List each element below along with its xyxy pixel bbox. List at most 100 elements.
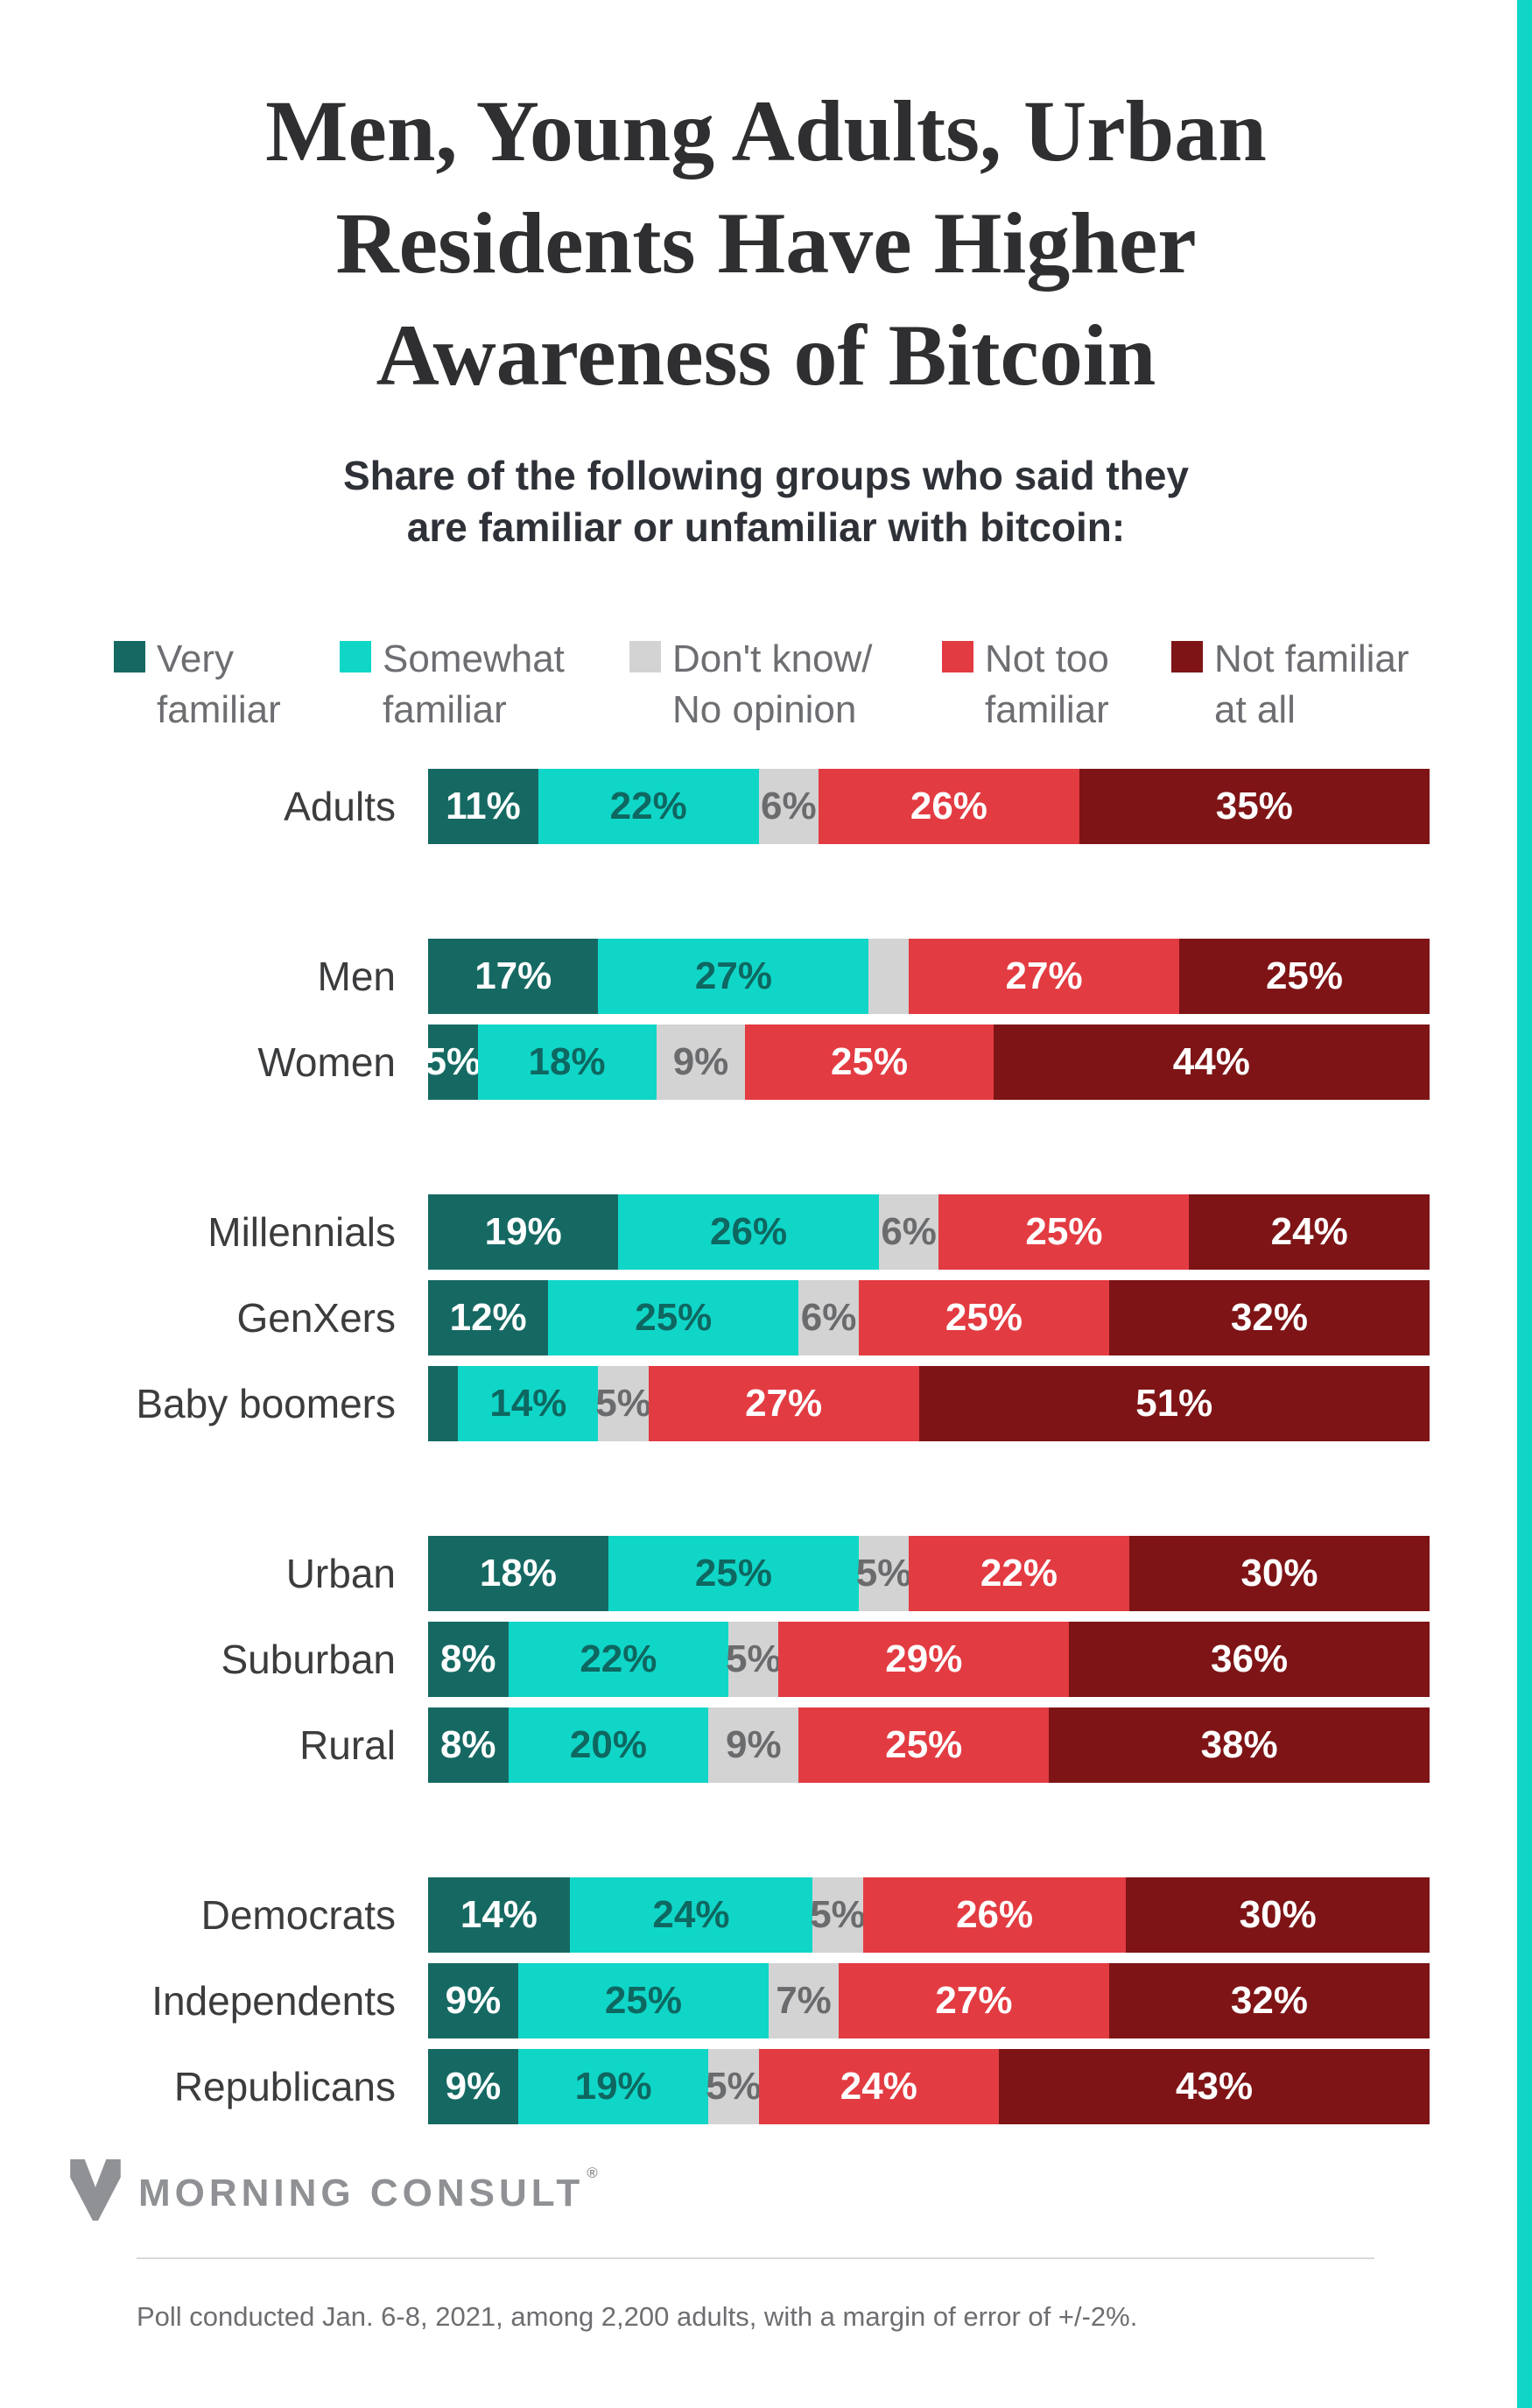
category-label-democrats: Democrats [200, 1891, 396, 1938]
category-label-women: Women [257, 1039, 396, 1085]
legend-swatch-don-t-know-no-opinion [629, 640, 661, 672]
bar-segment-somewhat-familiar: 22% [508, 1621, 729, 1697]
category-label-suburban: Suburban [221, 1636, 397, 1682]
bar-row-republicans: Republicans 9% 19% 5% 24% 43% [0, 2048, 1532, 2124]
bar-row-suburban: Suburban 8% 22% 5% 29% 36% [0, 1621, 1532, 1697]
bar-group-0: Adults 11% 22% 6% 26% 35% [0, 768, 1532, 844]
bar-segment-not-familiar-at-all: 30% [1126, 1876, 1430, 1953]
bar-segment-not-too-familiar: 25% [745, 1024, 994, 1100]
category-label-men: Men [317, 953, 396, 999]
footer-divider [137, 2257, 1374, 2259]
category-label-millennials: Millennials [207, 1208, 396, 1255]
bar-segment-not-familiar-at-all: 35% [1079, 768, 1430, 844]
bar-segment-not-too-familiar: 25% [858, 1279, 1109, 1355]
bar-segment-somewhat-familiar: 18% [477, 1024, 657, 1100]
chart-subtitle: Share of the following groups who said t… [342, 453, 1190, 550]
bar-segment-not-too-familiar: 25% [938, 1193, 1190, 1270]
legend-label: Very familiar [157, 637, 281, 731]
bar-group-2: Millennials 19% 26% 6% 25% 24% GenXers 12% 25% 6%… [0, 1193, 1532, 1441]
bar-segment-don-t-know-no-opinion: 5% [856, 1535, 911, 1611]
bar-segment-very-familiar: 9% [428, 1962, 518, 2038]
legend: Very familiar Somewhat familiar Don't know… [114, 634, 1532, 736]
accent-border [1517, 0, 1532, 2408]
bar-segment-not-familiar-at-all: 44% [993, 1024, 1430, 1100]
category-label-independents: Independents [151, 1977, 396, 2024]
bar-segment-somewhat-familiar: 26% [618, 1193, 879, 1270]
bar-segment-very-familiar: 8% [428, 1621, 509, 1697]
stacked-bar-adults: 11% 22% 6% 26% 35% [428, 768, 1430, 844]
legend-label: Don't know/ No opinion [672, 637, 873, 731]
bar-row-baby-boomers: Baby boomers 14% 5% 27% 51% [0, 1365, 1532, 1441]
bar-segment-somewhat-familiar: 25% [517, 1962, 769, 2038]
bar-segment-not-familiar-at-all: 51% [918, 1365, 1430, 1441]
bar-segment-not-familiar-at-all: 38% [1049, 1707, 1430, 1783]
bar-segment-very-familiar: 9% [428, 2048, 518, 2124]
bar-segment-don-t-know-no-opinion: 5% [595, 1365, 651, 1441]
category-label-republicans: Republicans [173, 2063, 396, 2109]
bar-segment-not-too-familiar: 27% [839, 1962, 1109, 2038]
stacked-bar-republicans: 9% 19% 5% 24% 43% [428, 2048, 1430, 2124]
bar-segment-not-too-familiar: 29% [778, 1621, 1070, 1697]
bar-segment-very-familiar: 5% [425, 1024, 481, 1100]
stacked-bar-urban: 18% 25% 5% 22% 30% [428, 1535, 1430, 1611]
bar-row-genxers: GenXers 12% 25% 6% 25% 32% [0, 1279, 1532, 1355]
bar-segment-not-too-familiar: 26% [862, 1876, 1127, 1953]
stacked-bar-baby-boomers: 14% 5% 27% 51% [428, 1365, 1430, 1441]
bar-segment-very-familiar: 18% [428, 1535, 608, 1611]
bar-segment-don-t-know-no-opinion: 5% [810, 1876, 866, 1953]
bar-group-4: Democrats 14% 24% 5% 26% 30% Independents 9% 25%… [0, 1876, 1532, 2124]
bar-segment-not-familiar-at-all: 25% [1179, 938, 1430, 1014]
bar-segment-don-t-know-no-opinion [868, 938, 910, 1014]
footnote: Poll conducted Jan. 6-8, 2021, among 2,2… [137, 2300, 1138, 2332]
bar-row-rural: Rural 8% 20% 9% 25% 38% [0, 1707, 1532, 1783]
bar-row-independents: Independents 9% 25% 7% 27% 32% [0, 1962, 1532, 2038]
bar-segment-somewhat-familiar: 19% [517, 2048, 709, 2124]
chart: Adults 11% 22% 6% 26% 35% Men 17% 27% 27% 25% Women… [0, 768, 1532, 2124]
bar-segment-very-familiar: 11% [428, 768, 538, 844]
stacked-bar-independents: 9% 25% 7% 27% 32% [428, 1962, 1430, 2038]
legend-item-very-familiar: Very familiar [114, 634, 340, 736]
bar-segment-very-familiar: 17% [428, 938, 599, 1014]
bar-segment-not-familiar-at-all: 32% [1108, 1962, 1430, 2038]
legend-item-not-too-familiar: Not too familiar [942, 634, 1171, 736]
bar-group-1: Men 17% 27% 27% 25% Women 5% 18% 9% 25% 44% [0, 938, 1532, 1100]
legend-label: Not too familiar [985, 637, 1109, 731]
bar-segment-not-too-familiar: 22% [909, 1535, 1129, 1611]
bar-segment-not-too-familiar: 27% [909, 938, 1179, 1014]
bar-segment-somewhat-familiar: 20% [508, 1707, 709, 1783]
category-label-urban: Urban [285, 1550, 396, 1596]
bar-row-millennials: Millennials 19% 26% 6% 25% 24% [0, 1193, 1532, 1270]
stacked-bar-suburban: 8% 22% 5% 29% 36% [428, 1621, 1430, 1697]
category-label-baby-boomers: Baby boomers [136, 1380, 396, 1426]
bar-segment-very-familiar: 12% [428, 1279, 549, 1355]
legend-swatch-very-familiar [114, 640, 145, 672]
bar-segment-not-familiar-at-all: 36% [1069, 1621, 1430, 1697]
bar-segment-don-t-know-no-opinion: 7% [768, 1962, 840, 2038]
bar-row-men: Men 17% 27% 27% 25% [0, 938, 1532, 1014]
bar-segment-not-familiar-at-all: 30% [1128, 1535, 1430, 1611]
bar-segment-not-familiar-at-all: 43% [999, 2048, 1430, 2124]
stacked-bar-democrats: 14% 24% 5% 26% 30% [428, 1876, 1430, 1953]
bar-segment-don-t-know-no-opinion: 6% [878, 1193, 939, 1270]
bar-segment-very-familiar [428, 1365, 459, 1441]
bar-segment-not-familiar-at-all: 24% [1189, 1193, 1430, 1270]
bar-segment-very-familiar: 19% [428, 1193, 619, 1270]
bar-segment-very-familiar: 14% [428, 1876, 570, 1953]
category-label-adults: Adults [284, 783, 396, 829]
bar-segment-don-t-know-no-opinion: 5% [706, 2048, 762, 2124]
bar-segment-not-familiar-at-all: 32% [1108, 1279, 1430, 1355]
chart-title: Men, Young Adults, Urban Residents Have … [265, 82, 1267, 404]
bar-segment-don-t-know-no-opinion: 9% [656, 1024, 746, 1100]
legend-item-not-familiar-at-all: Not familiar at all [1171, 634, 1409, 736]
bar-segment-not-too-familiar: 26% [819, 768, 1079, 844]
bar-segment-don-t-know-no-opinion: 9% [708, 1707, 799, 1783]
bar-row-urban: Urban 18% 25% 5% 22% 30% [0, 1535, 1532, 1611]
bar-segment-somewhat-familiar: 22% [538, 768, 759, 844]
stacked-bar-genxers: 12% 25% 6% 25% 32% [428, 1279, 1430, 1355]
bar-segment-somewhat-familiar: 14% [458, 1365, 599, 1441]
bar-segment-not-too-familiar: 25% [798, 1707, 1050, 1783]
bar-segment-very-familiar: 8% [428, 1707, 509, 1783]
legend-swatch-somewhat-familiar [340, 640, 371, 672]
bar-segment-don-t-know-no-opinion: 6% [798, 1279, 859, 1355]
legend-item-don-t-know-no-opinion: Don't know/ No opinion [629, 634, 942, 736]
